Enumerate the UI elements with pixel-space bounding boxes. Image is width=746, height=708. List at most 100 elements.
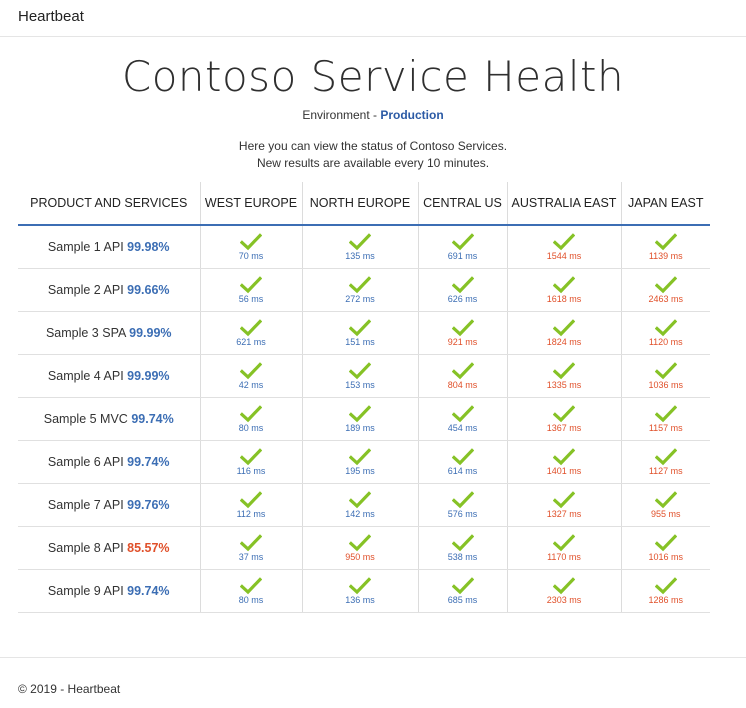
service-name: Sample 9 API	[47, 584, 124, 598]
response-time: 1120 ms	[648, 337, 683, 347]
table-row: Sample 3 SPA 99.99% 621 ms 151 ms 921 ms 182…	[18, 311, 710, 355]
region-status-cell: 112 ms	[199, 483, 302, 527]
service-cell: Sample 2 API 99.66%	[18, 268, 200, 312]
region-status-cell: 950 ms	[301, 526, 418, 570]
response-time: 1824 ms	[546, 337, 582, 347]
footer-divider	[0, 657, 746, 658]
check-icon	[622, 448, 711, 466]
check-icon	[622, 491, 711, 509]
status-table-body: Sample 1 API 99.98% 70 ms 135 ms 691 ms 1544…	[18, 225, 710, 613]
check-icon	[508, 405, 621, 423]
column-header-japan-east: JAPAN EAST	[620, 182, 710, 226]
region-status-cell: 576 ms	[417, 483, 507, 527]
check-icon	[419, 534, 507, 552]
region-status-cell: 1327 ms	[506, 483, 621, 527]
response-time: 80 ms	[238, 595, 264, 605]
region-status-cell: 1544 ms	[506, 225, 621, 269]
region-status-cell: 1127 ms	[620, 440, 711, 484]
response-time: 1127 ms	[648, 466, 683, 476]
check-icon	[201, 362, 302, 380]
check-icon	[201, 405, 302, 423]
region-status-cell: 153 ms	[301, 354, 418, 398]
response-time: 950 ms	[345, 552, 375, 562]
check-icon	[622, 233, 711, 251]
description-line-2: New results are available every 10 minut…	[256, 156, 490, 170]
uptime-value: 99.74%	[131, 412, 174, 426]
check-icon	[508, 448, 621, 466]
column-header-west-europe: WEST EUROPE	[199, 182, 302, 226]
service-name: Sample 7 API	[47, 498, 124, 512]
region-status-cell: 1618 ms	[506, 268, 621, 312]
check-icon	[622, 276, 711, 294]
service-name: Sample 6 API	[47, 455, 124, 469]
region-status-cell: 1401 ms	[506, 440, 621, 484]
region-status-cell: 1036 ms	[620, 354, 711, 398]
region-status-cell: 116 ms	[199, 440, 302, 484]
check-icon	[303, 233, 418, 251]
brand-link[interactable]: Heartbeat	[18, 8, 84, 25]
region-status-cell: 136 ms	[301, 569, 418, 613]
response-time: 614 ms	[447, 466, 478, 476]
region-status-cell: 1335 ms	[506, 354, 621, 398]
region-status-cell: 538 ms	[417, 526, 507, 570]
status-table: PRODUCT AND SERVICES WEST EUROPE NORTH E…	[18, 182, 710, 613]
response-time: 1367 ms	[546, 423, 582, 433]
region-status-cell: 80 ms	[199, 569, 302, 613]
region-status-cell: 151 ms	[301, 311, 418, 355]
service-cell: Sample 4 API 99.99%	[18, 354, 200, 398]
response-time: 1016 ms	[648, 552, 684, 562]
service-cell: Sample 8 API 85.57%	[18, 526, 200, 570]
check-icon	[622, 405, 711, 423]
region-status-cell: 685 ms	[417, 569, 507, 613]
response-time: 142 ms	[345, 509, 375, 519]
column-header-australia-east: AUSTRALIA EAST	[506, 182, 621, 226]
check-icon	[201, 448, 302, 466]
region-status-cell: 142 ms	[301, 483, 418, 527]
response-time: 136 ms	[345, 595, 375, 605]
response-time: 626 ms	[447, 294, 478, 304]
check-icon	[419, 276, 507, 294]
response-time: 2463 ms	[648, 294, 684, 304]
check-icon	[419, 362, 507, 380]
service-name: Sample 2 API	[47, 283, 124, 297]
table-row: Sample 6 API 99.74% 116 ms 195 ms 614 ms 140…	[18, 440, 711, 484]
check-icon	[303, 491, 418, 509]
response-time: 272 ms	[345, 294, 375, 304]
response-time: 621 ms	[236, 337, 266, 347]
region-status-cell: 921 ms	[417, 311, 507, 355]
response-time: 1286 ms	[648, 595, 684, 605]
region-status-cell: 272 ms	[301, 268, 418, 312]
environment-label: Environment -	[302, 108, 381, 122]
footer-text: © 2019 - Heartbeat	[18, 682, 121, 696]
check-icon	[201, 577, 302, 595]
check-icon	[419, 319, 507, 337]
response-time: 1618 ms	[546, 294, 582, 304]
service-name: Sample 3 SPA	[45, 326, 126, 340]
region-status-cell: 42 ms	[199, 354, 302, 398]
service-name: Sample 5 MVC	[43, 412, 128, 426]
service-name: Sample 8 API	[47, 541, 124, 555]
environment-line: Environment - Production	[0, 108, 746, 122]
table-header-row: PRODUCT AND SERVICES WEST EUROPE NORTH E…	[18, 182, 710, 226]
check-icon	[303, 405, 418, 423]
region-status-cell: 804 ms	[417, 354, 507, 398]
check-icon	[622, 362, 711, 380]
service-name: Sample 1 API	[47, 240, 124, 254]
check-icon	[508, 534, 621, 552]
table-row: Sample 7 API 99.76% 112 ms 142 ms 576 ms 132…	[18, 483, 711, 527]
response-time: 691 ms	[447, 251, 478, 261]
column-header-north-europe: NORTH EUROPE	[301, 182, 418, 226]
table-row: Sample 8 API 85.57% 37 ms 950 ms 538 ms 1170…	[18, 526, 710, 570]
check-icon	[419, 233, 507, 251]
response-time: 56 ms	[238, 294, 264, 304]
response-time: 153 ms	[345, 380, 375, 390]
response-time: 2303 ms	[546, 595, 582, 605]
uptime-value: 85.57%	[127, 541, 170, 555]
environment-value: Production	[380, 108, 444, 122]
check-icon	[201, 319, 302, 337]
region-status-cell: 691 ms	[417, 225, 507, 269]
region-status-cell: 1139 ms	[620, 225, 711, 269]
response-time: 576 ms	[447, 509, 478, 519]
region-status-cell: 1824 ms	[506, 311, 621, 355]
response-time: 921 ms	[447, 337, 478, 347]
